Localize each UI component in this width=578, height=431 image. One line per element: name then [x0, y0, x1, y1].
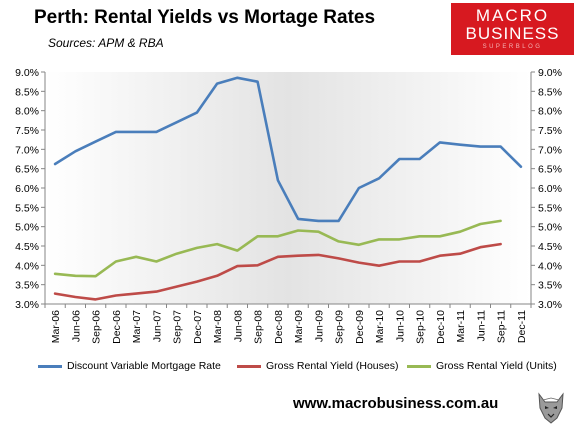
- series-line-2: [53, 219, 502, 278]
- y-tick-label-right: 8.5%: [538, 86, 562, 98]
- y-tick-label-left: 5.5%: [15, 202, 39, 214]
- y-tick-label-right: 9.0%: [538, 67, 562, 79]
- series-line-0: [53, 76, 523, 223]
- chart-subtitle: Sources: APM & RBA: [48, 36, 164, 50]
- y-tick-label-right: 5.0%: [538, 222, 562, 234]
- x-tick-label: Sep-11: [496, 310, 508, 343]
- logo-line-2: BUSINESS: [465, 24, 560, 43]
- y-tick-label-left: 3.0%: [15, 299, 39, 311]
- legend-swatch-houses: [237, 364, 261, 368]
- y-tick-label-right: 7.0%: [538, 144, 562, 156]
- x-tick-label: Jun-06: [70, 310, 82, 342]
- y-tick-label-left: 5.0%: [15, 222, 39, 234]
- y-tick-label-right: 8.0%: [538, 106, 562, 118]
- x-tick-label: Dec-10: [435, 310, 447, 344]
- y-tick-label-left: 6.0%: [15, 183, 39, 195]
- macrobusiness-logo: MACRO BUSINESS SUPERBLOG: [451, 3, 574, 55]
- x-tick-label: Mar-11: [455, 310, 467, 343]
- y-tick-label-right: 6.0%: [538, 183, 562, 195]
- series-lines: [53, 76, 523, 301]
- y-tick-label-right: 4.5%: [538, 241, 562, 253]
- wolf-mascot-icon: [535, 388, 567, 426]
- legend-item-mortgage: Discount Variable Mortgage Rate: [38, 360, 221, 372]
- line-chart: 3.0% 3.0% 3.5% 3.5% 4.0% 4.0% 4.5% 4.5% 5.0% 5.0%…: [15, 67, 562, 344]
- x-tick-label: Sep-09: [334, 310, 346, 344]
- x-tick-label: Sep-07: [172, 310, 184, 344]
- legend-label-mortgage: Discount Variable Mortgage Rate: [67, 360, 221, 372]
- chart-title: Perth: Rental Yields vs Mortage Rates: [34, 7, 376, 28]
- y-tick-label-left: 7.0%: [15, 144, 39, 156]
- legend-item-units: Gross Rental Yield (Units): [407, 360, 557, 372]
- series-line-1: [53, 242, 502, 301]
- logo-line-3: SUPERBLOG: [482, 44, 543, 50]
- logo-line-1: MACRO: [475, 6, 550, 25]
- x-tick-label: Dec-08: [273, 310, 285, 344]
- legend-item-houses: Gross Rental Yield (Houses): [237, 360, 398, 372]
- x-tick-label: Jun-10: [394, 310, 406, 342]
- x-tick-label: Mar-08: [212, 310, 224, 343]
- x-tick-label: Mar-10: [374, 310, 386, 343]
- y-tick-label-right: 3.5%: [538, 280, 562, 292]
- legend-swatch-mortgage: [38, 364, 62, 368]
- y-tick-label-left: 7.5%: [15, 125, 39, 137]
- axes: 3.0% 3.0% 3.5% 3.5% 4.0% 4.0% 4.5% 4.5% 5.0% 5.0%…: [15, 67, 562, 344]
- x-tick-label: Dec-06: [111, 310, 123, 344]
- y-tick-label-right: 7.5%: [538, 125, 562, 137]
- x-tick-label: Dec-07: [192, 310, 204, 344]
- legend-label-houses: Gross Rental Yield (Houses): [266, 360, 399, 372]
- x-tick-label: Sep-08: [253, 310, 265, 344]
- x-tick-label: Jun-07: [151, 310, 163, 342]
- y-tick-label-left: 9.0%: [15, 67, 39, 79]
- x-tick-label: Jun-11: [475, 310, 487, 341]
- legend: Discount Variable Mortgage Rate Gross Re…: [0, 360, 578, 374]
- x-tick-label: Sep-06: [91, 310, 103, 344]
- x-tick-label: Jun-08: [232, 310, 244, 342]
- y-tick-label-left: 6.5%: [15, 164, 39, 176]
- x-tick-label: Dec-11: [516, 310, 528, 343]
- x-tick-label: Jun-09: [313, 310, 325, 342]
- website-url: www.macrobusiness.com.au: [293, 395, 499, 412]
- y-tick-label-left: 8.0%: [15, 106, 39, 118]
- y-tick-label-left: 4.0%: [15, 260, 39, 272]
- y-tick-label-right: 5.5%: [538, 202, 562, 214]
- y-tick-label-left: 3.5%: [15, 280, 39, 292]
- x-tick-label: Sep-10: [415, 310, 427, 344]
- plot-area: [45, 72, 531, 304]
- y-tick-label-right: 6.5%: [538, 164, 562, 176]
- legend-swatch-units: [407, 364, 431, 368]
- x-tick-label: Dec-09: [354, 310, 366, 344]
- x-tick-label: Mar-06: [50, 310, 62, 343]
- y-tick-label-right: 3.0%: [538, 299, 562, 311]
- y-tick-label-right: 4.0%: [538, 260, 562, 272]
- x-tick-label: Mar-07: [131, 310, 143, 343]
- legend-label-units: Gross Rental Yield (Units): [436, 360, 557, 372]
- x-tick-label: Mar-09: [293, 310, 305, 343]
- y-tick-label-left: 4.5%: [15, 241, 39, 253]
- y-tick-label-left: 8.5%: [15, 86, 39, 98]
